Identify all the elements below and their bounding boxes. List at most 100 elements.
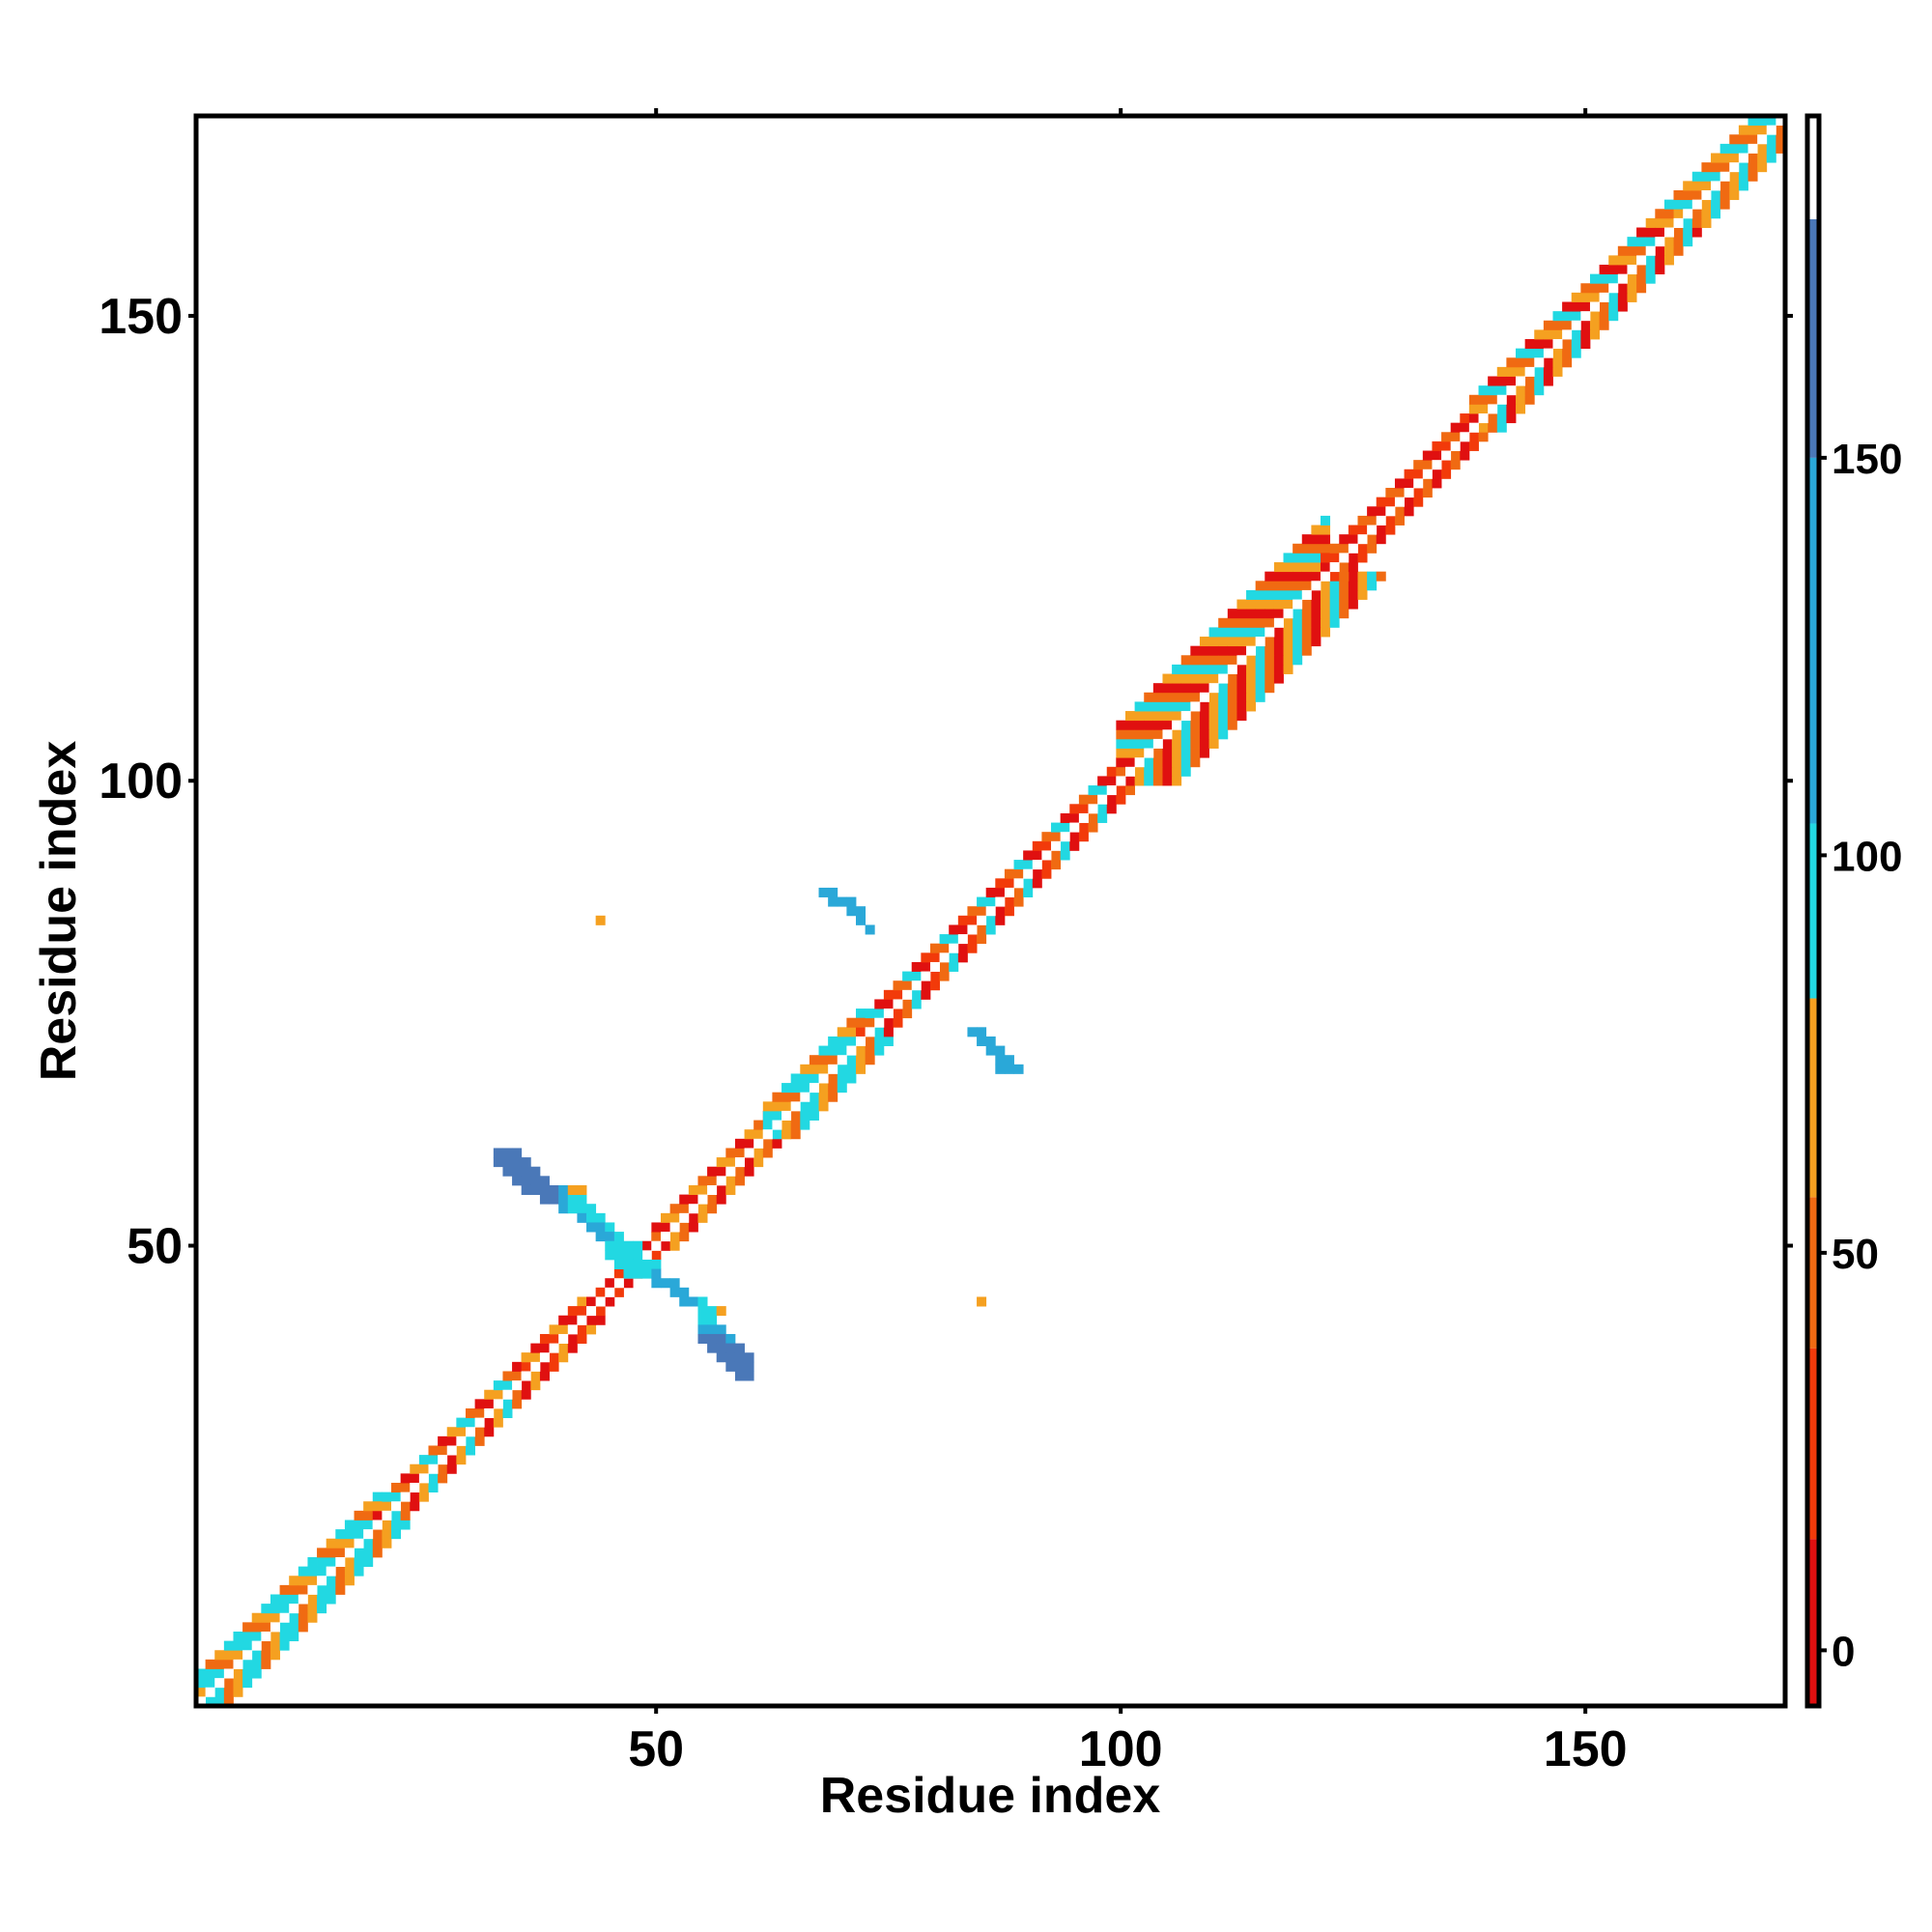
heatmap-cell (734, 1138, 745, 1149)
heatmap-cell (902, 989, 913, 1000)
heatmap-cell (697, 1333, 708, 1344)
heatmap-cell (707, 1343, 718, 1353)
heatmap-cell (1069, 804, 1080, 814)
heatmap-cell (1534, 376, 1545, 386)
heatmap-cell (567, 1194, 578, 1205)
heatmap-cell (1246, 673, 1257, 684)
heatmap-cell (1283, 655, 1293, 666)
heatmap-cell (1571, 292, 1581, 302)
heatmap-cell (1488, 385, 1498, 396)
heatmap-cell (921, 980, 931, 991)
heatmap-cell (484, 1407, 495, 1419)
heatmap-cell (1552, 320, 1563, 330)
heatmap-cell (800, 1101, 810, 1112)
heatmap-cell (734, 1352, 745, 1363)
heatmap-cell (1004, 1064, 1014, 1074)
heatmap-cell (1701, 190, 1712, 201)
heatmap-cell (446, 1455, 457, 1465)
heatmap-cell (1172, 711, 1182, 722)
heatmap-cell (856, 1017, 867, 1028)
heatmap-cell (613, 1232, 624, 1242)
heatmap-cell (1580, 301, 1591, 312)
heatmap-cell (856, 906, 867, 917)
heatmap-cell (846, 1055, 857, 1065)
heatmap-cell (613, 1278, 624, 1289)
heatmap-cell (1645, 237, 1656, 247)
heatmap-cell (856, 1036, 867, 1046)
heatmap-cell (716, 1176, 726, 1186)
heatmap-cell (1673, 245, 1684, 256)
heatmap-cell (326, 1576, 336, 1586)
heatmap-cell (995, 887, 1006, 897)
heatmap-cell (1088, 804, 1098, 814)
heatmap-cell (809, 1092, 819, 1102)
heatmap-cell (641, 1259, 652, 1269)
heatmap-cell (1088, 785, 1098, 796)
heatmap-cell (298, 1584, 308, 1595)
heatmap-cell (1255, 581, 1265, 591)
heatmap-cell (1580, 292, 1591, 302)
heatmap-cell (595, 915, 606, 925)
heatmap-cell (883, 1027, 894, 1037)
heatmap-cell (335, 1584, 346, 1595)
heatmap-cell (893, 980, 903, 991)
heatmap-cell (1152, 748, 1163, 758)
heatmap-cell (790, 1073, 801, 1084)
heatmap-cell (1273, 637, 1284, 647)
heatmap-cell (1134, 766, 1145, 777)
heatmap-cell (530, 1343, 541, 1353)
heatmap-cell (1589, 301, 1600, 312)
heatmap-cell (418, 1455, 429, 1465)
heatmap-cell (530, 1166, 541, 1177)
heatmap-cell (1134, 748, 1145, 758)
heatmap-cell (1069, 822, 1080, 833)
heatmap-cell (1283, 645, 1293, 656)
heatmap-cell (1321, 562, 1331, 573)
heatmap-cell (716, 1324, 726, 1335)
heatmap-cell (893, 1017, 903, 1028)
heatmap-cell (967, 943, 978, 953)
heatmap-cell (725, 1176, 736, 1186)
heatmap-cell (669, 1212, 680, 1223)
heatmap-cell (800, 1083, 810, 1094)
heatmap-cell (446, 1435, 457, 1446)
heatmap-cell (985, 887, 996, 897)
heatmap-cell (1441, 469, 1452, 479)
heatmap-cell (1729, 134, 1740, 145)
heatmap-cell (382, 1492, 392, 1502)
heatmap-cell (1691, 227, 1702, 238)
heatmap-cell (1134, 776, 1145, 786)
heatmap-cell (949, 934, 959, 945)
heatmap-cell (1283, 637, 1293, 647)
heatmap-cell (1236, 673, 1247, 684)
heatmap-cell (344, 1520, 355, 1530)
heatmap-cell (438, 1455, 448, 1465)
heatmap-cell (725, 1333, 736, 1344)
heatmap-cell (1152, 701, 1163, 712)
heatmap-cell (977, 915, 987, 925)
heatmap-cell (1144, 692, 1154, 702)
heatmap-cell (1747, 171, 1758, 182)
heatmap-cell (605, 1278, 615, 1289)
heatmap-cell (772, 1092, 782, 1102)
heatmap-cell (772, 1138, 782, 1149)
heatmap-cell (846, 1073, 857, 1084)
heatmap-cell (1627, 273, 1637, 284)
heatmap-cell (418, 1492, 429, 1502)
heatmap-cell (1162, 757, 1173, 768)
heatmap-cell (363, 1520, 374, 1530)
heatmap-cell (1608, 273, 1619, 284)
heatmap-cell (261, 1604, 271, 1614)
heatmap-cell (1488, 404, 1498, 414)
heatmap-cell (772, 1120, 782, 1130)
heatmap-cell (697, 1324, 708, 1335)
heatmap-cell (1683, 199, 1693, 210)
heatmap-cell (1246, 701, 1257, 712)
heatmap-cell (549, 1184, 559, 1195)
heatmap-cell (558, 1204, 569, 1214)
heatmap-cell (1357, 589, 1368, 600)
heatmap-cell (837, 896, 847, 907)
colorbar-ticks: 0 50 100 150 (1819, 436, 1902, 1675)
heatmap-cell (1097, 804, 1108, 814)
heatmap-cell (1524, 366, 1535, 377)
